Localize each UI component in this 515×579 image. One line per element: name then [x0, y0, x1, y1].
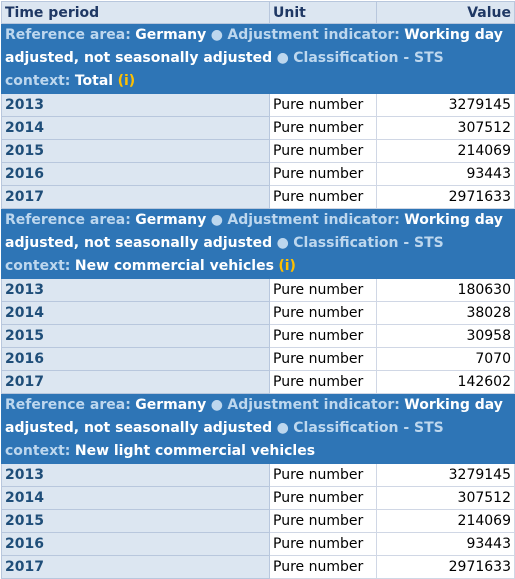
table-row: 2017 Pure number 2971633	[1, 185, 515, 209]
classification-label: Classification - STS context:	[5, 235, 444, 274]
year-cell: 2015	[1, 324, 270, 348]
unit-cell: Pure number	[269, 301, 377, 325]
year-cell: 2016	[1, 532, 270, 556]
value-cell: 307512	[376, 486, 515, 510]
group-header-row: Reference area: Germany ● Adjustment ind…	[1, 208, 515, 279]
adjustment-indicator-label: Adjustment indicator:	[227, 212, 400, 228]
separator-bullet: ●	[276, 235, 289, 251]
year-cell: 2014	[1, 486, 270, 510]
unit-cell: Pure number	[269, 486, 377, 510]
unit-cell: Pure number	[269, 509, 377, 533]
table-row: 2016 Pure number 93443	[1, 162, 515, 186]
value-cell: 93443	[376, 162, 515, 186]
value-cell: 142602	[376, 370, 515, 394]
group-header-cell: Reference area: Germany ● Adjustment ind…	[1, 393, 515, 464]
unit-cell: Pure number	[269, 116, 377, 140]
unit-cell: Pure number	[269, 347, 377, 371]
table-row: 2013 Pure number 180630	[1, 278, 515, 302]
table-row: 2015 Pure number 214069	[1, 509, 515, 533]
year-cell: 2015	[1, 139, 270, 163]
adjustment-indicator-label: Adjustment indicator:	[227, 27, 400, 43]
year-cell: 2014	[1, 301, 270, 325]
value-cell: 3279145	[376, 463, 515, 487]
info-link[interactable]: (i)	[278, 258, 296, 274]
classification-value: New light commercial vehicles	[74, 443, 316, 459]
table-row: 2015 Pure number 30958	[1, 324, 515, 348]
separator-bullet: ●	[210, 397, 223, 413]
classification-value: Total	[74, 73, 114, 89]
adjustment-indicator-value: Working day adjusted, not seasonally adj…	[5, 27, 503, 66]
table-row: 2016 Pure number 7070	[1, 347, 515, 371]
value-cell: 3279145	[376, 93, 515, 117]
table-row: 2015 Pure number 214069	[1, 139, 515, 163]
value-cell: 93443	[376, 532, 515, 556]
year-cell: 2016	[1, 162, 270, 186]
value-cell: 214069	[376, 509, 515, 533]
reference-area-label: Reference area:	[5, 27, 131, 43]
reference-area-value: Germany	[135, 212, 207, 228]
unit-cell: Pure number	[269, 324, 377, 348]
value-cell: 7070	[376, 347, 515, 371]
unit-cell: Pure number	[269, 278, 377, 302]
adjustment-indicator-value: Working day adjusted, not seasonally adj…	[5, 212, 503, 251]
header-time-period[interactable]: Time period	[1, 1, 270, 24]
value-cell: 180630	[376, 278, 515, 302]
value-cell: 38028	[376, 301, 515, 325]
year-cell: 2013	[1, 463, 270, 487]
unit-cell: Pure number	[269, 185, 377, 209]
header-value[interactable]: Value	[376, 1, 515, 24]
table-row: 2017 Pure number 142602	[1, 370, 515, 394]
info-link[interactable]: (i)	[117, 73, 136, 89]
year-cell: 2017	[1, 370, 270, 394]
separator-bullet: ●	[276, 420, 289, 436]
table-row: 2013 Pure number 3279145	[1, 463, 515, 487]
year-cell: 2015	[1, 509, 270, 533]
year-cell: 2017	[1, 185, 270, 209]
value-cell: 2971633	[376, 185, 515, 209]
group-header-cell: Reference area: Germany ● Adjustment ind…	[1, 23, 515, 94]
classification-value: New commercial vehicles	[74, 258, 274, 274]
value-cell: 2971633	[376, 555, 515, 579]
unit-cell: Pure number	[269, 162, 377, 186]
adjustment-indicator-label: Adjustment indicator:	[227, 397, 400, 413]
unit-cell: Pure number	[269, 139, 377, 163]
separator-bullet: ●	[210, 212, 223, 228]
table-row: 2013 Pure number 3279145	[1, 93, 515, 117]
unit-cell: Pure number	[269, 532, 377, 556]
group-header-cell: Reference area: Germany ● Adjustment ind…	[1, 208, 515, 279]
group-header-row: Reference area: Germany ● Adjustment ind…	[1, 23, 515, 94]
value-cell: 307512	[376, 116, 515, 140]
reference-area-value: Germany	[135, 27, 207, 43]
year-cell: 2013	[1, 93, 270, 117]
table-row: 2017 Pure number 2971633	[1, 555, 515, 579]
header-unit[interactable]: Unit	[269, 1, 377, 24]
header-row: Time period Unit Value	[1, 1, 515, 24]
classification-label: Classification - STS context:	[5, 50, 444, 89]
table-row: 2016 Pure number 93443	[1, 532, 515, 556]
table-row: 2014 Pure number 307512	[1, 486, 515, 510]
reference-area-value: Germany	[135, 397, 207, 413]
unit-cell: Pure number	[269, 555, 377, 579]
reference-area-label: Reference area:	[5, 397, 131, 413]
year-cell: 2014	[1, 116, 270, 140]
unit-cell: Pure number	[269, 93, 377, 117]
group-header-row: Reference area: Germany ● Adjustment ind…	[1, 393, 515, 464]
year-cell: 2017	[1, 555, 270, 579]
separator-bullet: ●	[210, 27, 223, 43]
separator-bullet: ●	[276, 50, 289, 66]
table-row: 2014 Pure number 307512	[1, 116, 515, 140]
unit-cell: Pure number	[269, 463, 377, 487]
adjustment-indicator-value: Working day adjusted, not seasonally adj…	[5, 397, 503, 436]
year-cell: 2013	[1, 278, 270, 302]
table-row: 2014 Pure number 38028	[1, 301, 515, 325]
value-cell: 214069	[376, 139, 515, 163]
unit-cell: Pure number	[269, 370, 377, 394]
classification-label: Classification - STS context:	[5, 420, 444, 459]
value-cell: 30958	[376, 324, 515, 348]
reference-area-label: Reference area:	[5, 212, 131, 228]
year-cell: 2016	[1, 347, 270, 371]
